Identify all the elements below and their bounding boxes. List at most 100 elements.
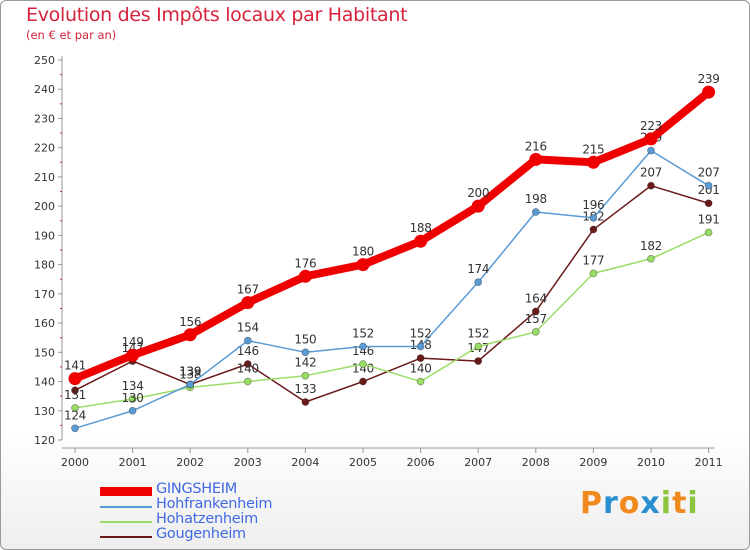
x-tick-label: 2002 (176, 456, 204, 469)
data-point (531, 307, 540, 316)
data-label: 130 (122, 391, 144, 405)
data-label: 133 (294, 382, 316, 396)
data-label: 239 (698, 72, 720, 86)
logo-letter: x (640, 486, 661, 521)
data-point (71, 386, 79, 395)
y-tick-label: 240 (34, 83, 55, 96)
legend-label: GINGSHEIM (156, 481, 237, 497)
data-label: 164 (525, 291, 547, 305)
data-point (126, 348, 140, 362)
data-label: 154 (237, 321, 259, 335)
data-point (301, 371, 310, 380)
x-tick-label: 2007 (464, 456, 492, 469)
data-point (704, 181, 713, 190)
data-point (474, 278, 483, 287)
data-point (186, 380, 195, 389)
data-label: 167 (237, 283, 259, 297)
data-point (589, 269, 598, 278)
data-label: 124 (64, 408, 86, 422)
proxiti-logo: Proxiti (580, 486, 699, 521)
logo-letter: t (672, 486, 688, 521)
data-label: 176 (294, 256, 316, 270)
x-tick-label: 2005 (349, 456, 377, 469)
data-label: 131 (64, 388, 86, 402)
y-tick-label: 250 (34, 54, 55, 67)
data-label: 174 (467, 262, 489, 276)
data-label: 196 (582, 198, 604, 212)
chart-title: Evolution des Impôts locaux par Habitant (26, 4, 408, 26)
data-label: 140 (410, 362, 432, 376)
y-tick-label: 150 (34, 346, 55, 359)
data-label: 146 (237, 344, 259, 358)
data-point (128, 406, 137, 415)
data-label: 150 (294, 332, 316, 346)
logo-letter: o (618, 486, 641, 521)
x-tick-label: 2011 (695, 456, 723, 469)
logo-letter: i (687, 486, 699, 521)
data-label: 140 (237, 362, 259, 376)
legend-label: Hohfrankenheim (156, 496, 273, 512)
data-label: 200 (467, 186, 489, 200)
data-point (702, 85, 716, 99)
data-point (359, 377, 367, 386)
data-point (301, 398, 310, 406)
data-point (589, 225, 598, 234)
data-point (356, 258, 370, 272)
x-tick-label: 2009 (579, 456, 607, 469)
y-tick-label: 200 (34, 200, 55, 213)
data-label: 201 (698, 183, 720, 197)
legend-swatch (100, 506, 152, 508)
data-label: 177 (582, 253, 604, 267)
data-point (416, 377, 425, 386)
data-point (359, 342, 367, 351)
data-point (416, 354, 425, 363)
data-point (71, 403, 79, 412)
x-tick-label: 2008 (522, 456, 550, 469)
data-point (471, 199, 485, 213)
data-point (647, 181, 655, 190)
data-point (416, 342, 425, 351)
data-point (301, 348, 310, 357)
data-label: 207 (640, 166, 662, 180)
data-point (474, 357, 483, 365)
y-tick-label: 160 (34, 317, 55, 330)
series-line-gougenheim (74, 184, 710, 403)
data-point (647, 146, 655, 155)
data-label: 180 (352, 245, 374, 259)
data-point (183, 328, 197, 342)
legend-swatch (100, 521, 152, 523)
data-point (243, 360, 252, 368)
x-tick-label: 2004 (291, 456, 319, 469)
data-label: 141 (64, 359, 86, 373)
data-point (704, 228, 713, 237)
data-point (414, 234, 428, 248)
x-tick-label: 2010 (637, 456, 665, 469)
data-label: 157 (525, 312, 547, 326)
data-point (359, 360, 367, 368)
data-point (531, 208, 540, 216)
legend-label: Hohatzenheim (156, 511, 258, 527)
data-point (241, 296, 255, 310)
y-tick-label: 120 (34, 434, 55, 447)
data-label: 207 (698, 166, 720, 180)
data-label: 198 (525, 192, 547, 206)
data-point (474, 342, 483, 351)
x-tick-label: 2000 (61, 456, 89, 469)
data-label: 188 (410, 221, 432, 235)
data-label: 139 (179, 364, 201, 378)
data-point (298, 269, 312, 283)
data-point (243, 336, 252, 345)
logo-letter: P (580, 486, 603, 521)
y-tick-label: 140 (34, 376, 55, 389)
x-tick-label: 2001 (119, 456, 147, 469)
data-point (529, 152, 543, 166)
data-point (589, 213, 598, 222)
data-point (68, 372, 82, 386)
legend-swatch (100, 487, 152, 496)
legend-swatch (100, 536, 152, 538)
data-point (586, 155, 600, 169)
data-label: 191 (698, 212, 720, 226)
legend-label: Gougenheim (156, 526, 246, 542)
